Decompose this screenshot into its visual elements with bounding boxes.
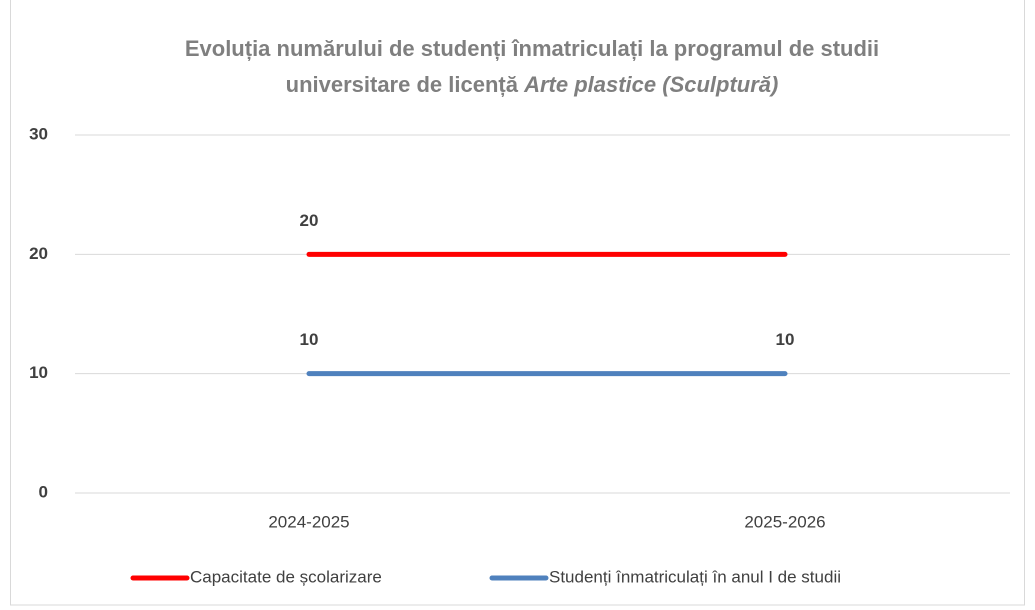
y-tick-label: 20: [29, 244, 48, 263]
chart-title-part: universitare de licență: [286, 72, 519, 97]
chart-border: [10, 0, 1025, 606]
data-label: 20: [300, 211, 319, 230]
y-tick-label: 10: [29, 363, 48, 382]
chart-title: Evoluția numărului de studenți înmatricu…: [185, 36, 879, 61]
x-tick-label: 2024-2025: [268, 512, 349, 531]
y-tick-label: 0: [39, 482, 48, 501]
chart-title: universitare de licență Arte plastice (S…: [286, 72, 779, 97]
legend-label: Studenți înmatriculați în anul I de stud…: [549, 567, 841, 586]
chart-title-part: Arte plastice (Sculptură): [523, 72, 778, 97]
x-tick-label: 2025-2026: [744, 512, 825, 531]
y-tick-label: 30: [29, 124, 48, 143]
data-label: 10: [776, 330, 795, 349]
legend-label: Capacitate de școlarizare: [190, 567, 382, 586]
data-label: 10: [300, 330, 319, 349]
